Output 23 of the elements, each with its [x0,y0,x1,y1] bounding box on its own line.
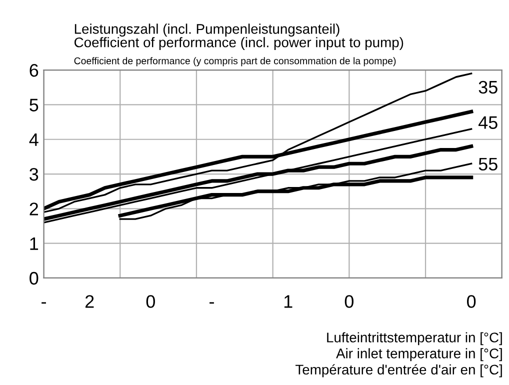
x-tick-label: 0 [344,295,354,308]
y-tick-label: 1 [30,237,38,250]
x-tick-label: 1 [284,295,292,308]
x-tick-label: - [210,302,214,304]
y-tick-label: 5 [30,98,38,112]
annotation: 35 [478,80,498,94]
annotation: 45 [478,116,498,129]
y-tick-label: 4 [29,133,38,146]
x-axis-title: Lufteintrittstemperatur in [°C] Air inlet temperature in [°C] Température d'entrée d'air en [°C] [296,332,502,378]
x-tick-label: 2 [85,295,94,308]
annotation: 55 [478,158,498,171]
chart-title: Leistungszahl (incl. Pumpenleistungsanteil) Coefficient of performance (incl. power input to pump) [74,24,404,50]
x-tick-label: - [42,302,46,304]
x-tick-label: 0 [146,295,155,308]
line-series [119,162,472,220]
y-tick-label: 2 [30,202,38,216]
line-series [44,128,472,224]
y-tick-label: 3 [30,168,38,181]
y-tick-label: 6 [30,64,38,77]
y-tick-label: 0 [30,272,38,285]
chart-subtitle: Coefficient de performance (y compris part de consommation de la pompe) [74,57,396,66]
line-series [44,72,472,213]
x-tick-label: 0 [467,295,476,308]
